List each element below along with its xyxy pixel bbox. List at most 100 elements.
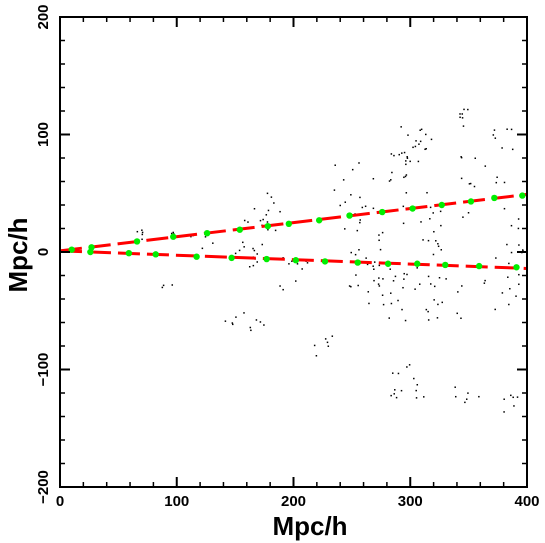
data-point bbox=[141, 229, 143, 231]
data-point bbox=[405, 163, 407, 166]
data-point bbox=[467, 212, 470, 214]
data-point bbox=[413, 377, 415, 380]
data-point bbox=[291, 260, 293, 262]
data-point bbox=[506, 243, 508, 246]
green-marker bbox=[170, 233, 177, 240]
green-marker bbox=[133, 238, 141, 245]
data-point bbox=[212, 242, 214, 244]
data-point bbox=[273, 202, 275, 204]
data-point bbox=[492, 134, 495, 136]
data-point bbox=[350, 194, 352, 196]
data-point bbox=[394, 275, 397, 278]
data-point bbox=[255, 319, 258, 321]
green-marker bbox=[513, 264, 520, 271]
data-point bbox=[419, 129, 421, 131]
y-tick-label: −100 bbox=[35, 353, 52, 387]
x-tick-label: 200 bbox=[281, 493, 306, 510]
x-tick-label: 100 bbox=[164, 493, 189, 510]
data-point bbox=[513, 405, 515, 407]
data-point bbox=[440, 249, 443, 251]
data-point bbox=[429, 283, 432, 285]
data-point bbox=[403, 151, 406, 154]
data-point bbox=[510, 224, 513, 227]
data-point bbox=[256, 253, 258, 255]
data-point bbox=[190, 235, 192, 238]
data-point bbox=[224, 320, 227, 322]
data-point bbox=[324, 338, 327, 340]
data-point bbox=[249, 326, 252, 329]
data-point bbox=[378, 234, 380, 236]
green-marker bbox=[203, 230, 211, 237]
data-point bbox=[274, 229, 277, 232]
data-point bbox=[401, 152, 403, 154]
data-point bbox=[509, 287, 511, 290]
data-point bbox=[242, 241, 244, 244]
data-point bbox=[484, 165, 487, 167]
green-marker bbox=[467, 198, 475, 205]
data-point bbox=[381, 294, 384, 296]
data-point bbox=[440, 224, 442, 227]
x-tick-label: 400 bbox=[514, 493, 539, 510]
data-point bbox=[462, 125, 465, 127]
data-point bbox=[282, 288, 284, 291]
data-point bbox=[301, 268, 303, 270]
data-point bbox=[381, 231, 384, 234]
data-point bbox=[259, 321, 262, 323]
x-axis-title: Mpc/h bbox=[272, 511, 347, 541]
data-point bbox=[161, 286, 164, 289]
data-point bbox=[467, 392, 469, 394]
data-point bbox=[378, 239, 380, 242]
data-point bbox=[425, 308, 428, 311]
data-point bbox=[404, 175, 407, 178]
y-tick-label: 200 bbox=[35, 4, 52, 29]
green-marker bbox=[236, 226, 243, 233]
data-point bbox=[400, 126, 402, 128]
data-point bbox=[382, 278, 384, 280]
data-point bbox=[496, 176, 498, 179]
data-point bbox=[415, 397, 418, 399]
data-point bbox=[171, 284, 174, 286]
green-markers bbox=[68, 192, 526, 271]
data-point bbox=[403, 278, 405, 280]
data-point bbox=[162, 284, 165, 287]
data-point bbox=[373, 279, 375, 282]
data-point bbox=[368, 302, 370, 305]
data-point bbox=[266, 221, 269, 223]
data-point bbox=[243, 219, 246, 222]
data-point bbox=[433, 230, 435, 233]
data-point bbox=[430, 138, 433, 141]
data-point bbox=[467, 108, 469, 111]
data-point bbox=[267, 209, 270, 212]
data-point bbox=[478, 395, 480, 398]
data-point bbox=[390, 302, 393, 305]
data-point bbox=[423, 396, 425, 398]
data-point bbox=[456, 312, 458, 315]
data-point bbox=[342, 179, 345, 181]
data-point bbox=[334, 164, 336, 166]
data-point bbox=[235, 316, 237, 318]
data-point bbox=[415, 389, 417, 392]
data-point bbox=[454, 395, 457, 398]
data-point bbox=[358, 249, 360, 251]
data-point bbox=[390, 179, 392, 181]
green-marker bbox=[125, 249, 133, 257]
green-marker bbox=[285, 220, 293, 227]
data-point bbox=[425, 133, 427, 136]
data-point bbox=[262, 218, 264, 221]
data-point bbox=[333, 189, 336, 191]
data-point bbox=[401, 308, 403, 311]
data-point bbox=[406, 157, 409, 159]
axes: 0 100 200 300 400 −200 −100 0 100 200 bbox=[35, 4, 540, 510]
y-tick-label: 0 bbox=[35, 248, 52, 256]
data-point bbox=[232, 323, 234, 326]
data-point bbox=[372, 265, 374, 267]
data-point bbox=[404, 319, 407, 322]
data-point bbox=[379, 248, 382, 251]
data-point bbox=[459, 116, 461, 119]
data-point bbox=[406, 156, 408, 158]
data-point bbox=[462, 216, 464, 218]
data-point bbox=[141, 233, 144, 236]
data-point bbox=[390, 394, 392, 397]
data-point bbox=[511, 148, 514, 151]
